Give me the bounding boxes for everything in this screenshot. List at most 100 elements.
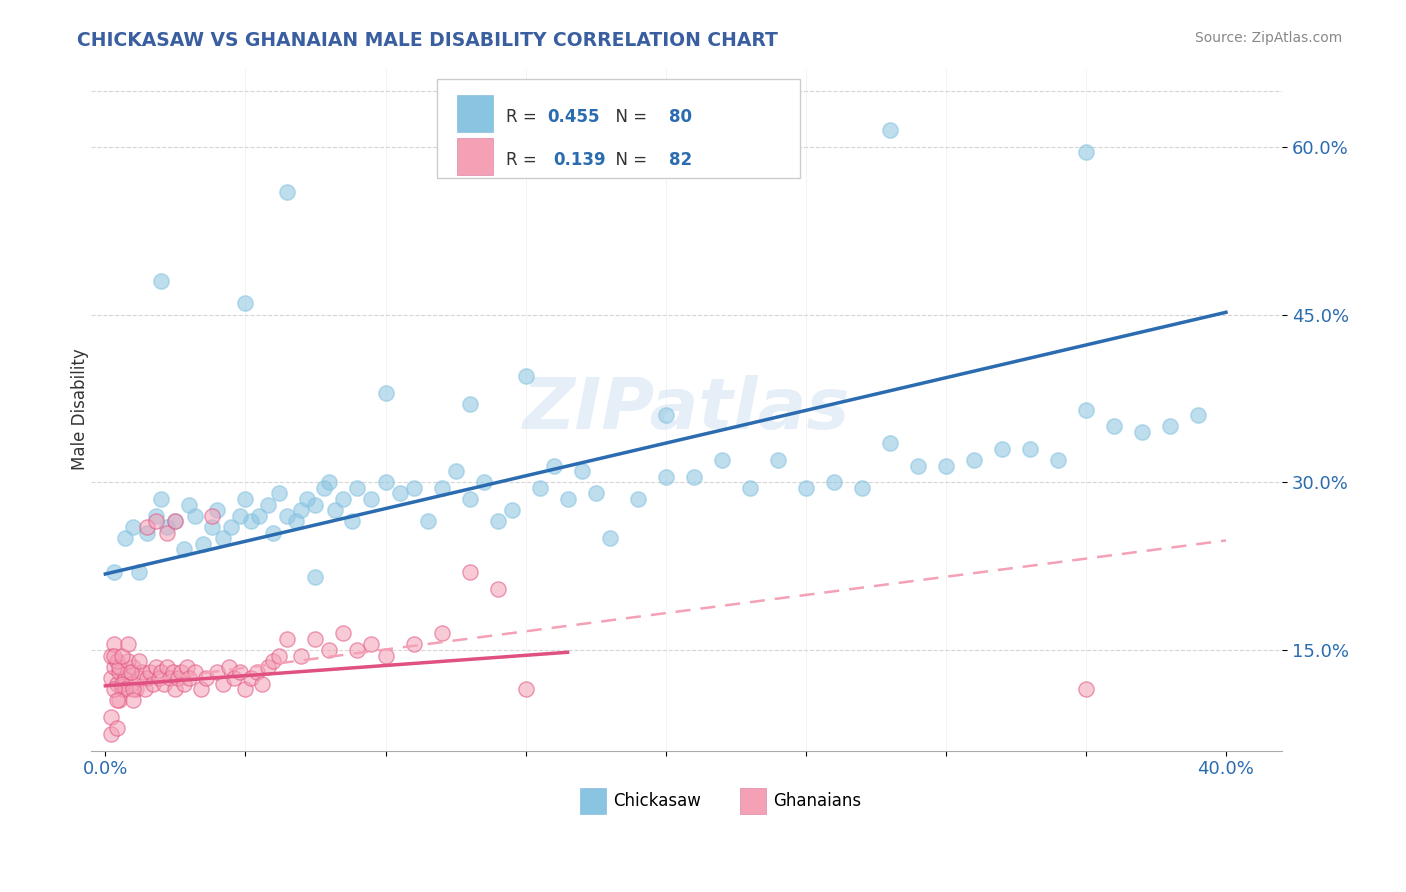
Point (111, 682, 134, 697)
Point (1018, 442, 1040, 456)
Point (105, 721, 128, 735)
Point (105, 654, 128, 668)
Point (111, 648, 134, 663)
Text: Source: ZipAtlas.com: Source: ZipAtlas.com (1195, 31, 1343, 45)
Point (179, 498, 201, 512)
Point (252, 676, 274, 690)
Point (122, 693, 145, 707)
Point (170, 665, 193, 680)
Point (543, 458, 565, 473)
Point (402, 481, 425, 495)
Point (430, 481, 453, 495)
Text: 80: 80 (669, 108, 692, 126)
Point (207, 665, 229, 680)
Point (374, 648, 396, 663)
Point (128, 654, 150, 668)
Text: R =: R = (506, 108, 541, 126)
Point (766, 453, 789, 467)
Point (240, 515, 263, 529)
Point (851, 481, 873, 495)
Point (276, 185, 298, 199)
Point (148, 671, 170, 685)
Y-axis label: Male Disability: Male Disability (72, 349, 89, 470)
Point (218, 660, 240, 674)
Point (162, 665, 184, 680)
Point (262, 654, 284, 668)
Point (201, 508, 224, 523)
Point (935, 458, 957, 473)
Point (145, 508, 167, 523)
Point (290, 503, 312, 517)
Point (150, 274, 173, 288)
Bar (579, 789, 606, 814)
Point (276, 508, 298, 523)
Point (738, 481, 761, 495)
Point (571, 464, 593, 478)
Point (114, 531, 136, 545)
Point (114, 682, 136, 697)
Point (284, 515, 307, 529)
Point (515, 369, 537, 384)
Point (184, 508, 207, 523)
Point (117, 665, 139, 680)
Point (501, 503, 523, 517)
Point (117, 654, 139, 668)
Text: 0.455: 0.455 (547, 108, 600, 126)
Point (229, 508, 252, 523)
Point (879, 436, 901, 450)
Point (165, 515, 187, 529)
Point (114, 671, 136, 685)
FancyBboxPatch shape (437, 78, 800, 178)
Point (131, 665, 153, 680)
Point (557, 491, 579, 506)
Point (150, 491, 173, 506)
Point (150, 665, 173, 680)
Point (235, 296, 257, 310)
Point (173, 542, 195, 557)
Point (1130, 425, 1153, 439)
Point (346, 481, 368, 495)
Point (346, 643, 368, 657)
Point (111, 676, 134, 690)
Point (122, 682, 145, 697)
Point (1074, 402, 1097, 417)
Point (184, 665, 207, 680)
Point (312, 481, 335, 495)
Point (374, 385, 396, 400)
Point (229, 665, 252, 680)
Point (120, 665, 142, 680)
Point (276, 632, 298, 646)
Point (340, 515, 363, 529)
Point (100, 671, 122, 685)
Point (332, 491, 354, 506)
Bar (457, 95, 492, 132)
Point (323, 503, 346, 517)
Text: 82: 82 (669, 152, 692, 169)
Point (360, 491, 382, 506)
Bar (740, 789, 766, 814)
Point (165, 682, 187, 697)
Point (823, 475, 845, 490)
Point (193, 537, 215, 551)
Point (458, 565, 481, 579)
Point (103, 682, 125, 697)
Point (136, 671, 159, 685)
Point (105, 676, 128, 690)
Point (165, 515, 187, 529)
Point (304, 498, 326, 512)
Text: Ghanaians: Ghanaians (773, 792, 862, 810)
Point (195, 671, 218, 685)
Point (318, 475, 340, 490)
Point (257, 498, 280, 512)
Point (153, 676, 176, 690)
Point (103, 565, 125, 579)
Point (173, 676, 195, 690)
Point (235, 491, 257, 506)
Point (103, 648, 125, 663)
Point (262, 525, 284, 540)
Point (304, 632, 326, 646)
Point (907, 458, 929, 473)
Point (1102, 419, 1125, 434)
Point (444, 464, 467, 478)
Point (235, 682, 257, 697)
